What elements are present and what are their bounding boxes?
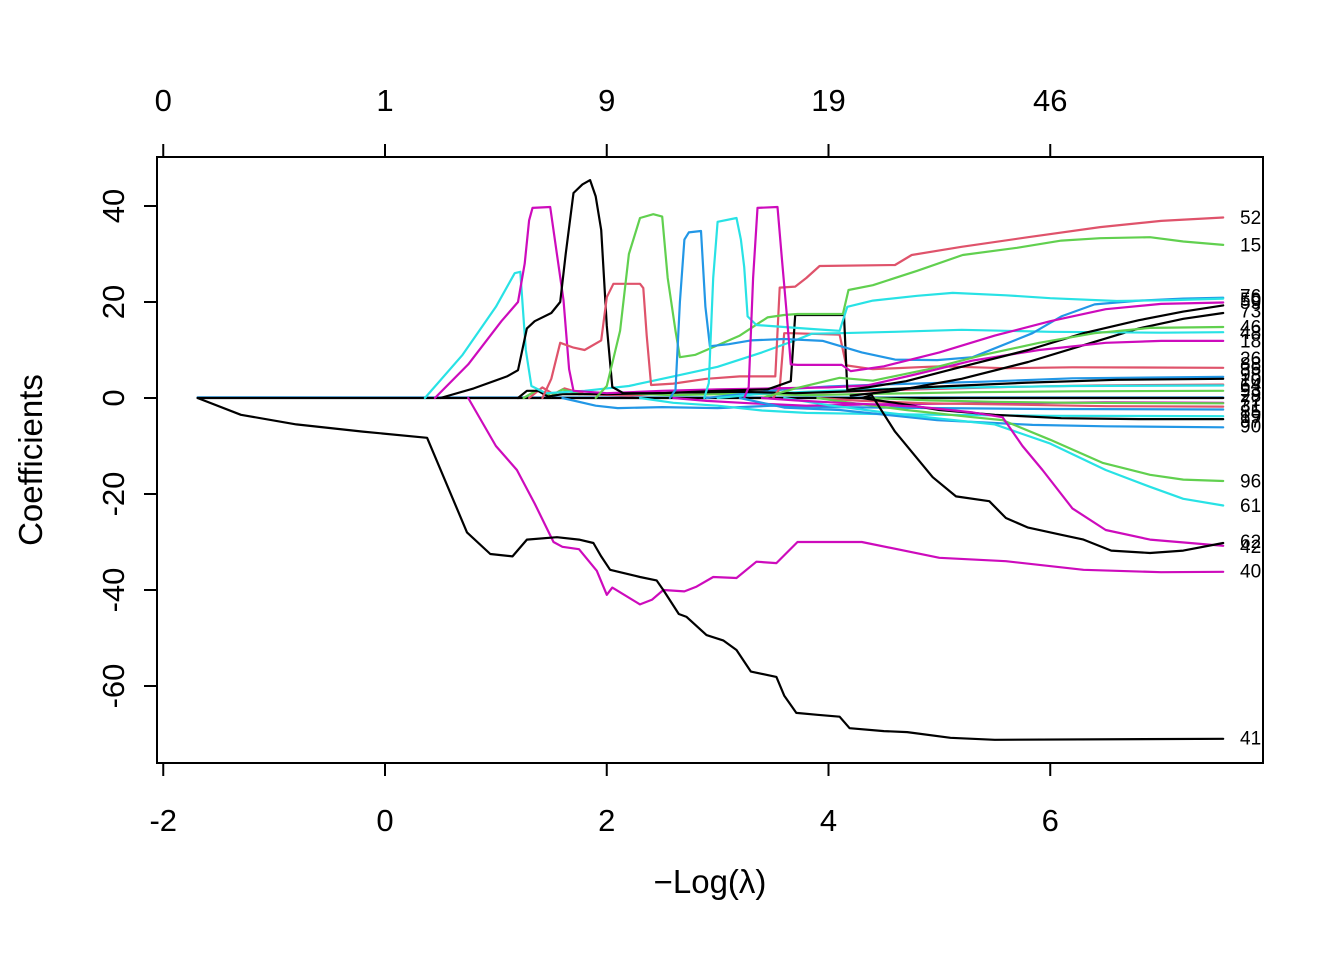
curve-label-42: 42	[1240, 537, 1261, 558]
series-v90	[738, 396, 1225, 429]
x-axis-tick-label-2: 2	[598, 803, 615, 838]
series-v42	[760, 396, 1225, 547]
curve-label-90: 90	[1240, 416, 1261, 437]
curve-label-88: 88	[1240, 354, 1261, 375]
x-axis-tick-label-0: -2	[149, 803, 177, 838]
series-v15	[594, 213, 1225, 400]
series-v61	[783, 396, 1225, 507]
y-axis-title: Coefficients	[12, 374, 49, 546]
series-v50	[668, 229, 1225, 400]
top-axis-tick-label-0: 0	[155, 83, 172, 118]
x-axis-tick-label-4: 6	[1042, 803, 1059, 838]
series-v97	[860, 396, 1225, 421]
series-v40	[467, 396, 1225, 606]
top-axis-tick-label-4: 46	[1033, 83, 1067, 118]
series-v59	[743, 205, 1225, 400]
curve-label-50: 50	[1240, 290, 1261, 311]
curve-label-41: 41	[1240, 728, 1261, 749]
y-axis-tick-label-1: 20	[96, 285, 131, 319]
series-v73	[439, 179, 1225, 400]
series-v35	[849, 311, 1225, 397]
x-axis-title: −Log(λ)	[654, 863, 767, 900]
series-v96	[816, 396, 1225, 483]
curve-label-46: 46	[1240, 317, 1261, 338]
curve-label-15: 15	[1240, 235, 1261, 256]
series-v62	[860, 394, 1225, 555]
curve-label-10: 10	[1240, 370, 1261, 391]
y-axis-tick-label-4: -40	[96, 568, 131, 613]
curve-label-52: 52	[1240, 208, 1261, 229]
curve-label-77: 77	[1240, 391, 1261, 412]
top-axis-tick-label-3: 19	[811, 83, 845, 118]
curve-label-73: 73	[1240, 302, 1261, 323]
curve-label-48: 48	[1240, 323, 1261, 344]
y-axis-tick-label-5: -60	[96, 664, 131, 709]
curve-label-85: 85	[1240, 402, 1261, 423]
curve-label-31: 31	[1240, 397, 1261, 418]
series-v31	[561, 396, 1225, 411]
series-v18	[433, 205, 1225, 400]
curve-label-93: 93	[1240, 381, 1261, 402]
curve-label-26: 26	[1240, 349, 1261, 370]
series-v46	[760, 325, 1225, 400]
curve-label-98: 98	[1240, 365, 1261, 386]
curve-label-97: 97	[1240, 412, 1261, 433]
curve-label-40: 40	[1240, 561, 1261, 582]
curve-label-61: 61	[1240, 496, 1261, 517]
curve-label-96: 96	[1240, 472, 1261, 493]
curve-label-28: 28	[1240, 386, 1261, 407]
x-axis-tick-label-3: 4	[820, 803, 837, 838]
y-axis-tick-label-3: -20	[96, 472, 131, 517]
curve-label-19: 19	[1240, 407, 1261, 428]
curve-label-64: 64	[1240, 376, 1262, 397]
series-v19	[816, 396, 1225, 408]
top-axis-tick-label-2: 9	[598, 83, 615, 118]
curve-label-62: 62	[1240, 532, 1261, 553]
top-axis-tick-label-1: 1	[376, 83, 393, 118]
y-axis-tick-label-2: 0	[96, 389, 131, 406]
series-v98	[423, 270, 1225, 400]
series-v76	[703, 216, 1225, 400]
x-axis-tick-label-1: 0	[376, 803, 393, 838]
y-axis-tick-label-0: 40	[96, 189, 131, 223]
curve-label-35: 35	[1240, 360, 1261, 381]
series-v52	[541, 216, 1225, 400]
plot-box	[156, 156, 1264, 764]
curve-label-18: 18	[1240, 331, 1261, 352]
curve-label-76: 76	[1240, 286, 1261, 307]
series-v41	[196, 396, 1225, 741]
series-v66	[871, 396, 1225, 405]
curve-label-59: 59	[1240, 293, 1261, 314]
